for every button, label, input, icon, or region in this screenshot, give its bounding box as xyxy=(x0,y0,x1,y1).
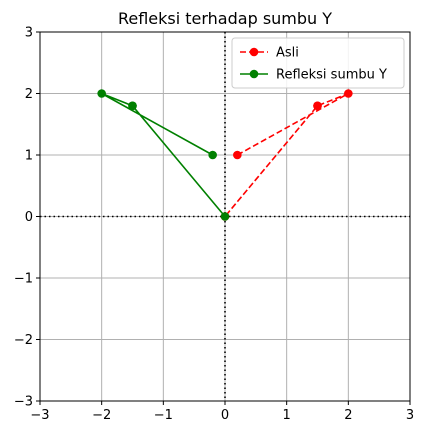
series-1-point-3 xyxy=(221,212,230,221)
legend-label-1: Refleksi sumbu Y xyxy=(276,68,387,83)
x-tick-label-0: −3 xyxy=(30,408,49,423)
legend-marker-0 xyxy=(250,48,259,57)
x-tick-label-2: −1 xyxy=(154,408,173,423)
y-tick-label-1: −2 xyxy=(14,333,33,348)
legend-marker-1 xyxy=(250,70,259,79)
series-0-point-1 xyxy=(344,89,353,98)
series-1-point-1 xyxy=(97,89,106,98)
y-tick-label-4: 1 xyxy=(25,149,33,164)
series-0-point-0 xyxy=(233,151,242,160)
series-1-point-0 xyxy=(208,151,217,160)
legend: Asli Refleksi sumbu Y xyxy=(232,38,404,88)
y-tick-label-2: −1 xyxy=(14,272,33,287)
x-tick-label-6: 3 xyxy=(406,408,414,423)
legend-label-0: Asli xyxy=(276,46,299,61)
y-tick-label-6: 3 xyxy=(25,26,33,41)
x-tick-label-1: −2 xyxy=(92,408,111,423)
chart-title: Refleksi terhadap sumbu Y xyxy=(118,9,332,28)
y-tick-label-0: −3 xyxy=(14,395,33,410)
y-tick-label-5: 2 xyxy=(25,87,33,102)
series-0-point-4 xyxy=(313,102,322,111)
series-1-point-4 xyxy=(128,102,137,111)
x-tick-label-4: 1 xyxy=(283,408,291,423)
y-tick-label-3: 0 xyxy=(25,210,33,225)
x-tick-label-3: 0 xyxy=(221,408,229,423)
x-tick-label-5: 2 xyxy=(344,408,352,423)
